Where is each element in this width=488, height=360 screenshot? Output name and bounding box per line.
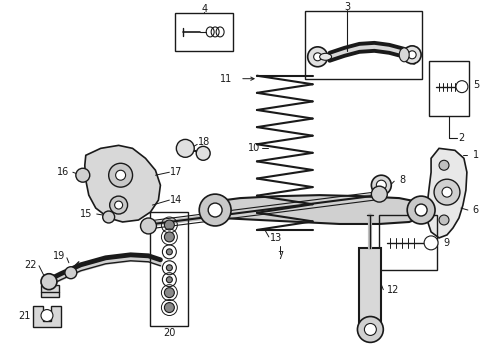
Circle shape: [115, 170, 125, 180]
Circle shape: [114, 201, 122, 209]
Circle shape: [438, 160, 448, 170]
Circle shape: [423, 236, 437, 250]
Circle shape: [166, 265, 172, 271]
Text: 14: 14: [170, 195, 182, 205]
Text: 13: 13: [269, 233, 282, 243]
Circle shape: [414, 204, 426, 216]
Circle shape: [455, 81, 467, 93]
Text: 15: 15: [80, 209, 93, 219]
Circle shape: [313, 53, 321, 61]
Circle shape: [407, 196, 434, 224]
Circle shape: [433, 179, 459, 205]
Text: 4: 4: [201, 4, 207, 14]
Bar: [379, 215, 436, 270]
Circle shape: [41, 310, 53, 321]
Text: 11: 11: [220, 74, 232, 84]
Circle shape: [164, 232, 174, 242]
Text: 19: 19: [53, 251, 65, 261]
Polygon shape: [84, 145, 160, 222]
Text: 22: 22: [24, 260, 37, 270]
Circle shape: [199, 194, 231, 226]
Ellipse shape: [398, 48, 408, 62]
Text: 1: 1: [472, 150, 478, 160]
Text: 21: 21: [19, 311, 31, 320]
Polygon shape: [205, 195, 423, 224]
Circle shape: [164, 288, 174, 298]
Text: 2: 2: [457, 134, 463, 143]
Circle shape: [164, 303, 174, 312]
Bar: [304, 11, 421, 79]
Polygon shape: [33, 306, 61, 328]
Circle shape: [441, 187, 451, 197]
Bar: [150, 212, 188, 327]
Bar: [359, 248, 381, 328]
Circle shape: [407, 51, 415, 59]
Circle shape: [102, 211, 114, 223]
Bar: [41, 285, 59, 297]
Circle shape: [176, 139, 194, 157]
Circle shape: [438, 215, 448, 225]
Text: 3: 3: [344, 2, 350, 12]
Circle shape: [108, 163, 132, 187]
Circle shape: [208, 203, 222, 217]
Circle shape: [196, 147, 210, 160]
Circle shape: [164, 220, 174, 230]
Text: 9: 9: [442, 238, 448, 248]
Circle shape: [307, 47, 327, 67]
Circle shape: [376, 180, 386, 190]
Circle shape: [370, 175, 390, 195]
Text: 16: 16: [57, 167, 69, 177]
Circle shape: [403, 46, 420, 64]
Circle shape: [140, 218, 156, 234]
Circle shape: [166, 249, 172, 255]
Circle shape: [357, 316, 383, 342]
Text: 7: 7: [276, 251, 283, 261]
Circle shape: [41, 274, 57, 290]
Bar: [175, 13, 233, 51]
Text: 12: 12: [386, 285, 399, 294]
Circle shape: [370, 186, 386, 202]
Text: 17: 17: [170, 167, 183, 177]
Text: 5: 5: [472, 80, 478, 90]
Circle shape: [364, 324, 376, 336]
Circle shape: [65, 267, 77, 279]
Circle shape: [109, 196, 127, 214]
Bar: [428, 61, 468, 116]
Text: 18: 18: [198, 138, 210, 147]
Polygon shape: [426, 148, 466, 238]
Text: 10: 10: [247, 143, 260, 153]
Circle shape: [166, 277, 172, 283]
Circle shape: [76, 168, 90, 182]
Text: 20: 20: [163, 328, 175, 338]
Ellipse shape: [319, 53, 331, 60]
Text: 6: 6: [472, 205, 478, 215]
Text: 8: 8: [398, 175, 405, 185]
